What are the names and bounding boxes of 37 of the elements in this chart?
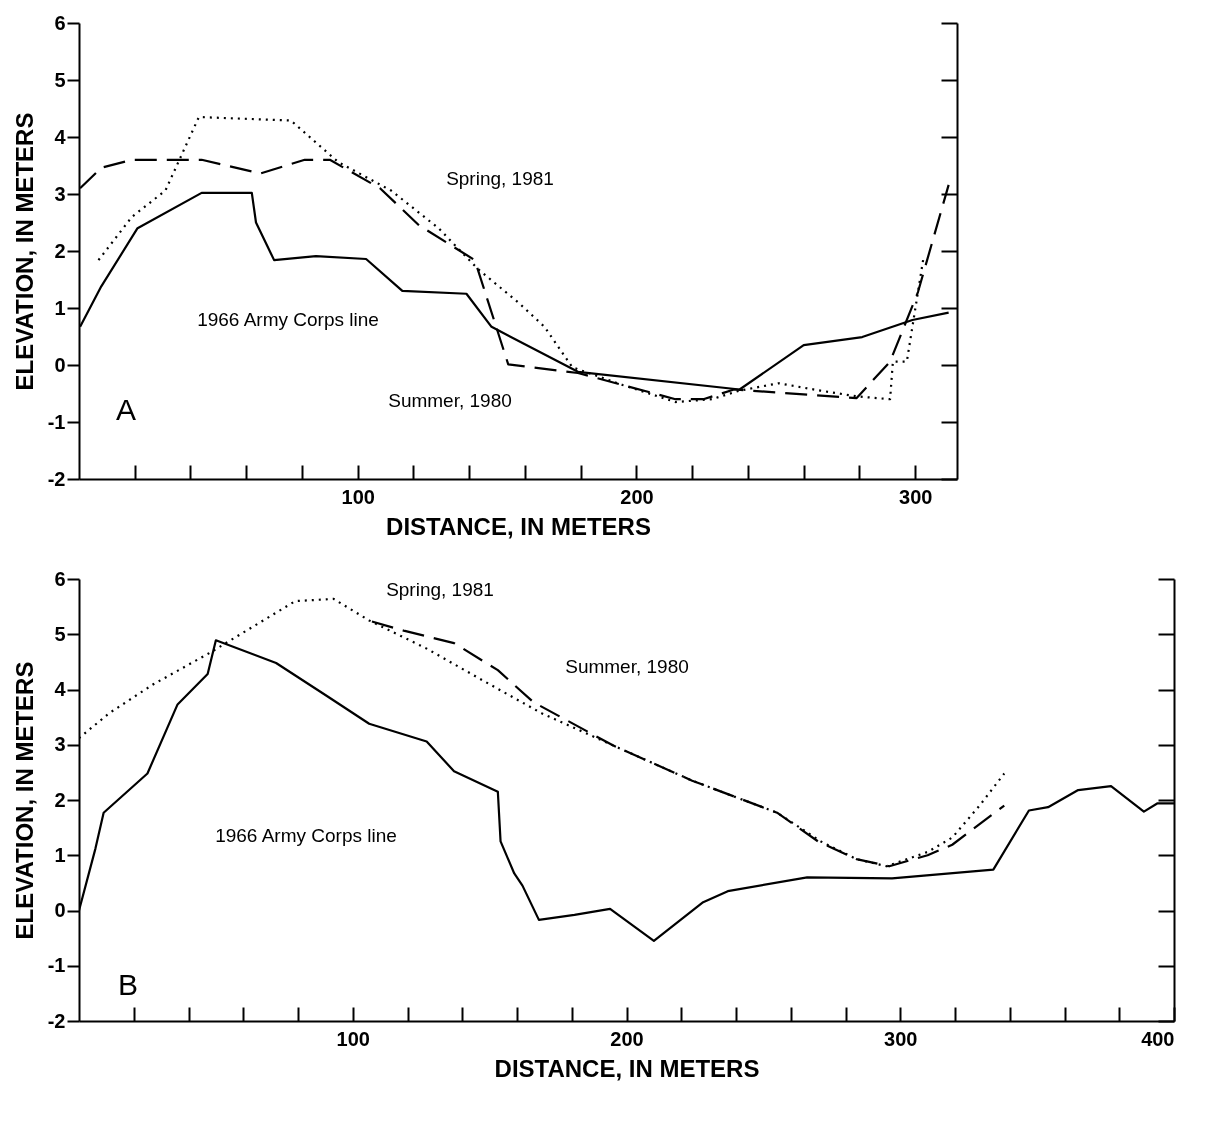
y-axis-title: ELEVATION, IN METERS — [10, 112, 38, 391]
y-tick-label: 3 — [54, 182, 66, 205]
x-tick-label: 200 — [620, 485, 654, 508]
y-tick-label: 4 — [54, 678, 67, 700]
y-tick-label: 5 — [54, 622, 66, 645]
x-tick-label: 200 — [610, 1027, 644, 1050]
x-tick-label: 300 — [899, 485, 933, 508]
x-axis-title: DISTANCE, IN METERS — [494, 1054, 760, 1082]
y-tick-label: 2 — [54, 239, 66, 262]
y-tick-label: 0 — [54, 899, 66, 921]
annotation: 1966 Army Corps line — [197, 309, 379, 330]
y-tick-label: -2 — [47, 467, 66, 490]
x-tick-label: 400 — [1141, 1027, 1175, 1050]
y-axis-title: ELEVATION, IN METERS — [10, 661, 38, 940]
y-tick-label: -1 — [47, 954, 66, 977]
y-tick-label: -2 — [47, 1009, 66, 1032]
y-tick-label: 4 — [54, 125, 67, 148]
y-tick-label: 6 — [54, 567, 66, 590]
y-tick-label: 3 — [54, 733, 66, 756]
annotation: A — [115, 393, 137, 426]
annotation: Spring, 1981 — [446, 168, 554, 189]
y-tick-label: 2 — [54, 788, 66, 811]
x-axis-title: DISTANCE, IN METERS — [386, 512, 651, 540]
y-tick-label: 0 — [54, 353, 66, 376]
annotation: Spring, 1981 — [386, 579, 494, 600]
x-tick-label: 300 — [884, 1027, 918, 1050]
y-tick-label: 1 — [54, 843, 66, 866]
y-tick-label: 6 — [54, 11, 66, 34]
annotation: 1966 Army Corps line — [215, 825, 397, 846]
annotation: Summer, 1980 — [388, 390, 512, 411]
annotation: Summer, 1980 — [565, 656, 689, 677]
y-tick-label: -1 — [47, 410, 66, 433]
annotation: B — [117, 968, 139, 1001]
x-tick-label: 100 — [336, 1027, 370, 1050]
x-tick-label: 100 — [341, 485, 375, 508]
y-tick-label: 5 — [54, 68, 66, 91]
y-tick-label: 1 — [54, 296, 66, 319]
